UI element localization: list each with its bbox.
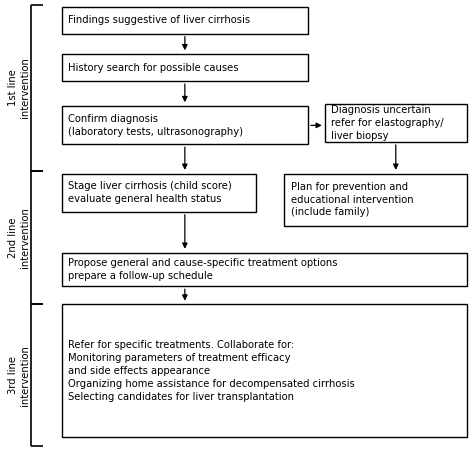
Text: Propose general and cause-specific treatment options
prepare a follow-up schedul: Propose general and cause-specific treat… <box>68 258 337 281</box>
Text: 3rd line
intervention: 3rd line intervention <box>8 345 30 406</box>
Text: Findings suggestive of liver cirrhosis: Findings suggestive of liver cirrhosis <box>68 15 250 25</box>
Text: Stage liver cirrhosis (child score)
evaluate general health status: Stage liver cirrhosis (child score) eval… <box>68 181 231 204</box>
FancyBboxPatch shape <box>62 253 467 286</box>
Text: Plan for prevention and
educational intervention
(include family): Plan for prevention and educational inte… <box>291 182 413 217</box>
Text: Confirm diagnosis
(laboratory tests, ultrasonography): Confirm diagnosis (laboratory tests, ult… <box>68 114 243 137</box>
Text: Refer for specific treatments. Collaborate for:
Monitoring parameters of treatme: Refer for specific treatments. Collabora… <box>68 341 355 401</box>
FancyBboxPatch shape <box>62 106 308 144</box>
FancyBboxPatch shape <box>62 304 467 437</box>
Text: 1st line
intervention: 1st line intervention <box>8 58 30 118</box>
Text: Diagnosis uncertain
refer for elastography/
liver biopsy: Diagnosis uncertain refer for elastograp… <box>331 105 444 141</box>
FancyBboxPatch shape <box>284 174 467 226</box>
FancyBboxPatch shape <box>325 104 467 142</box>
FancyBboxPatch shape <box>62 54 308 81</box>
Text: 2nd line
intervention: 2nd line intervention <box>8 207 30 268</box>
FancyBboxPatch shape <box>62 7 308 34</box>
Text: History search for possible causes: History search for possible causes <box>68 63 238 73</box>
FancyBboxPatch shape <box>62 174 256 212</box>
